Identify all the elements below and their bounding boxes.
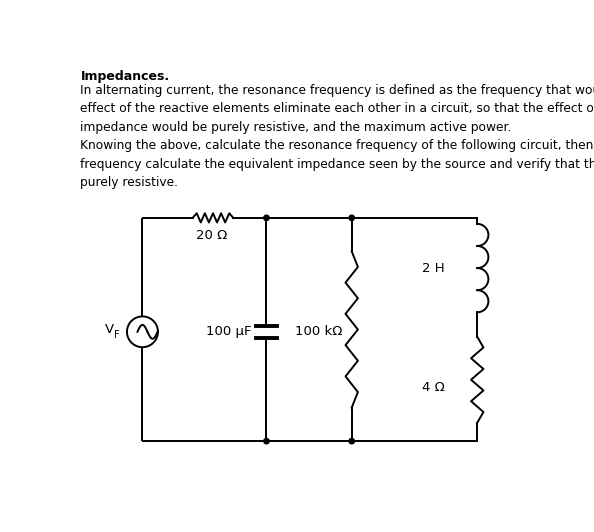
Text: In alternating current, the resonance frequency is defined as the frequency that: In alternating current, the resonance fr… xyxy=(80,84,594,134)
Text: 2 H: 2 H xyxy=(422,262,445,275)
Text: 100 kΩ: 100 kΩ xyxy=(295,325,342,338)
Text: Knowing the above, calculate the resonance frequency of the following circuit, t: Knowing the above, calculate the resonan… xyxy=(80,139,594,189)
Text: 4 Ω: 4 Ω xyxy=(422,381,445,394)
Text: Impedances.: Impedances. xyxy=(80,70,169,83)
Circle shape xyxy=(349,215,355,221)
Text: 20 Ω: 20 Ω xyxy=(196,229,227,242)
Circle shape xyxy=(264,215,269,221)
Circle shape xyxy=(349,438,355,444)
Circle shape xyxy=(264,438,269,444)
Text: F: F xyxy=(114,330,119,340)
Text: 100 μF: 100 μF xyxy=(206,325,252,338)
Text: V: V xyxy=(105,323,115,336)
